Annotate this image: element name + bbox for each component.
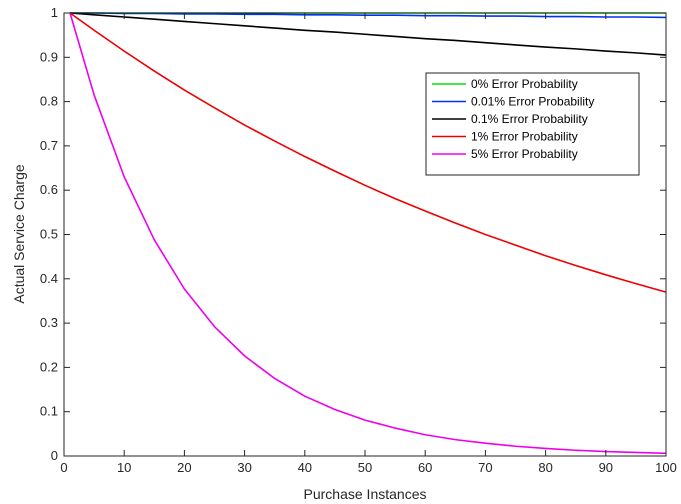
legend-label-1: 0.01% Error Probability (471, 95, 594, 109)
y-tick-label: 0.3 (40, 315, 58, 330)
series-line-2 (69, 12, 667, 56)
y-tick-label: 1 (51, 5, 58, 20)
x-tick-label: 80 (538, 460, 552, 475)
y-tick-label: 0.6 (40, 182, 58, 197)
x-tick-label: 90 (599, 460, 613, 475)
series-line-3 (69, 12, 667, 293)
legend-label-0: 0% Error Probability (471, 77, 578, 91)
x-tick-label: 70 (478, 460, 492, 475)
legend-label-3: 1% Error Probability (471, 130, 578, 144)
x-tick-label: 40 (298, 460, 312, 475)
tick-layer: 0 10 20 30 40 50 60 70 80 90 100 0 0.1 0.2 0.3 0.4 0.5 0.… (40, 5, 677, 475)
x-tick-label: 20 (177, 460, 191, 475)
y-tick-label: 0.8 (40, 94, 58, 109)
x-tick-label: 50 (358, 460, 372, 475)
legend: 0% Error Probability 0.01% Error Probabil… (425, 72, 640, 176)
y-tick-label: 0.1 (40, 404, 58, 419)
legend-box (425, 72, 640, 176)
x-tick-label: 0 (60, 460, 67, 475)
y-tick-label: 0.4 (40, 271, 58, 286)
x-tick-label: 100 (655, 460, 677, 475)
x-tick-label: 30 (237, 460, 251, 475)
y-axis-label: Actual Service Charge (11, 164, 27, 304)
y-tick-label: 0.7 (40, 138, 58, 153)
y-tick-label: 0.2 (40, 359, 58, 374)
y-tick-label: 0 (51, 448, 58, 463)
x-axis-label: Purchase Instances (304, 486, 427, 502)
x-tick-label: 10 (117, 460, 131, 475)
legend-label-2: 0.1% Error Probability (471, 112, 588, 126)
y-tick-label: 0.9 (40, 49, 58, 64)
series-line-4 (69, 12, 667, 455)
y-tick-label: 0.5 (40, 227, 58, 242)
legend-label-4: 5% Error Probability (471, 147, 578, 161)
x-tick-label: 60 (418, 460, 432, 475)
